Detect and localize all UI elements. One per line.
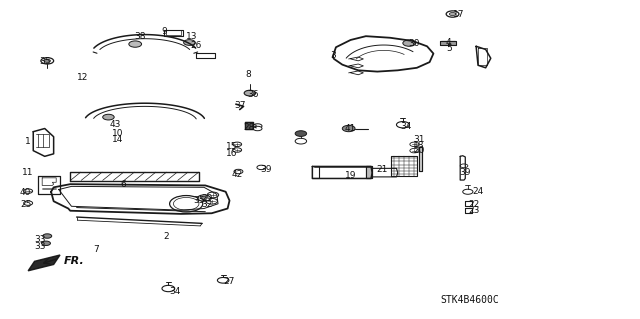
Text: 23: 23: [468, 206, 480, 215]
Text: 35: 35: [193, 196, 205, 205]
Circle shape: [295, 138, 307, 144]
Circle shape: [42, 241, 51, 246]
Circle shape: [201, 197, 207, 200]
Text: 41: 41: [345, 124, 356, 133]
Circle shape: [234, 169, 243, 174]
Text: 18: 18: [413, 141, 424, 150]
Text: 25: 25: [20, 200, 31, 209]
Text: 7: 7: [93, 245, 99, 254]
Text: 39: 39: [460, 168, 471, 177]
Text: 36: 36: [247, 90, 259, 99]
Circle shape: [184, 40, 195, 45]
Polygon shape: [28, 255, 60, 271]
Text: 32: 32: [201, 200, 212, 209]
Circle shape: [173, 197, 199, 210]
Circle shape: [218, 278, 229, 283]
Circle shape: [460, 164, 468, 168]
Circle shape: [170, 196, 203, 212]
Text: 1: 1: [25, 137, 31, 146]
Text: 2: 2: [163, 232, 168, 241]
Text: 33: 33: [34, 242, 45, 251]
Text: 30: 30: [408, 39, 420, 48]
Polygon shape: [366, 167, 372, 178]
Text: 4: 4: [446, 38, 452, 47]
Text: 22: 22: [468, 200, 480, 209]
Circle shape: [41, 58, 54, 64]
Circle shape: [162, 286, 175, 292]
Circle shape: [44, 59, 51, 63]
Circle shape: [233, 148, 242, 152]
Polygon shape: [245, 122, 253, 130]
Circle shape: [206, 198, 218, 204]
Text: 40: 40: [20, 188, 31, 197]
Circle shape: [446, 11, 459, 17]
Text: 15: 15: [227, 142, 238, 151]
Text: 17: 17: [453, 10, 465, 19]
Text: STK4B4600C: STK4B4600C: [440, 295, 499, 305]
Text: 28: 28: [243, 123, 254, 132]
Polygon shape: [419, 147, 422, 171]
Text: 27: 27: [224, 277, 236, 286]
Circle shape: [253, 124, 262, 128]
Polygon shape: [441, 41, 455, 44]
Text: 16: 16: [227, 149, 238, 158]
Text: 29: 29: [201, 194, 212, 203]
Text: 42: 42: [232, 170, 243, 179]
Circle shape: [295, 131, 307, 137]
Text: 35: 35: [39, 57, 51, 66]
Circle shape: [342, 125, 355, 132]
Circle shape: [207, 192, 219, 198]
Text: 6: 6: [121, 180, 127, 189]
Text: 34: 34: [169, 287, 180, 296]
Circle shape: [102, 114, 114, 120]
Text: 14: 14: [111, 135, 123, 145]
Text: 39: 39: [260, 165, 271, 174]
Circle shape: [129, 41, 141, 47]
Text: 11: 11: [22, 168, 34, 177]
Text: 5: 5: [446, 44, 452, 53]
Circle shape: [43, 234, 52, 238]
Text: 8: 8: [246, 70, 252, 78]
Text: 37: 37: [235, 101, 246, 110]
Text: 12: 12: [77, 73, 89, 82]
Text: 13: 13: [186, 32, 197, 41]
Circle shape: [410, 148, 419, 153]
Circle shape: [198, 195, 211, 201]
Circle shape: [24, 189, 33, 193]
Circle shape: [244, 90, 255, 96]
Text: 38: 38: [134, 32, 146, 41]
Circle shape: [463, 189, 473, 194]
Text: 10: 10: [111, 129, 123, 138]
Text: 9: 9: [162, 27, 168, 36]
Circle shape: [24, 201, 33, 205]
Circle shape: [396, 122, 409, 128]
Text: 31: 31: [413, 135, 424, 145]
Text: 24: 24: [472, 187, 484, 196]
Circle shape: [233, 142, 242, 146]
Circle shape: [257, 165, 266, 170]
Text: 43: 43: [109, 120, 120, 129]
Circle shape: [253, 126, 262, 131]
Text: 34: 34: [401, 122, 412, 131]
Circle shape: [449, 12, 456, 16]
Circle shape: [403, 40, 415, 46]
Text: 21: 21: [377, 165, 388, 174]
Text: 33: 33: [34, 235, 45, 244]
Circle shape: [410, 142, 419, 146]
Text: 26: 26: [190, 41, 202, 49]
Text: FR.: FR.: [64, 256, 84, 266]
Text: 3: 3: [330, 51, 335, 60]
Text: 20: 20: [413, 146, 424, 155]
Text: 19: 19: [345, 171, 356, 180]
